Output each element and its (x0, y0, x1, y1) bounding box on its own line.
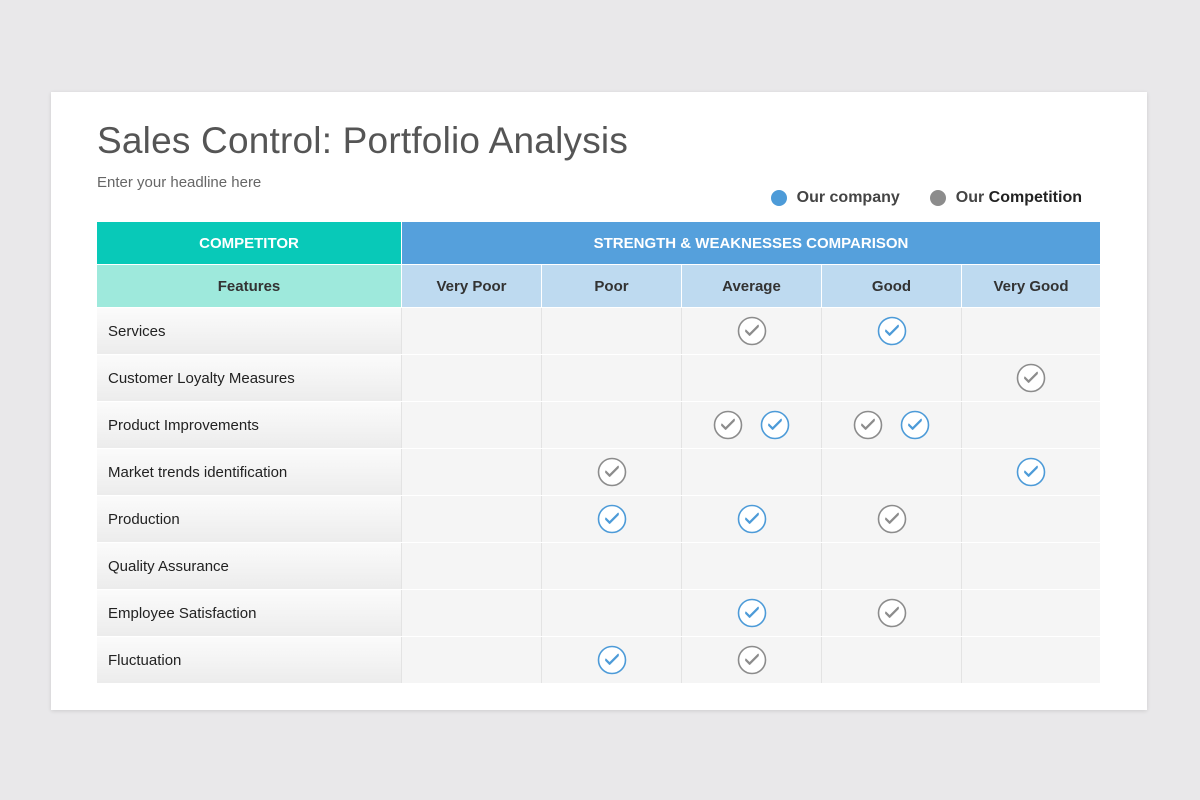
table-header-row: COMPETITOR STRENGTH & WEAKNESSES COMPARI… (97, 222, 1100, 265)
rating-cell-poor (541, 308, 681, 354)
competition-check-icon (853, 410, 883, 440)
rating-cell-very-good (961, 308, 1100, 354)
feature-name: Product Improvements (97, 402, 401, 448)
competition-check-icon (737, 316, 766, 346)
legend: Our company Our Competition (741, 189, 1082, 207)
rating-cell-poor (541, 402, 681, 448)
level-header-very-good: Very Good (961, 265, 1100, 307)
page-title: Sales Control: Portfolio Analysis (97, 120, 629, 161)
level-header-average: Average (681, 265, 821, 307)
rating-cell-good (821, 590, 961, 636)
rating-cell-average (681, 543, 821, 589)
rating-cell-very-good (961, 402, 1100, 448)
legend-label-competition-prefix: Our (955, 189, 989, 206)
legend-dot-company-icon (770, 190, 787, 206)
company-check-icon (737, 598, 766, 628)
rating-cell-good (821, 308, 961, 354)
table-row: Employee Satisfaction (97, 589, 1100, 636)
company-check-icon (597, 645, 626, 675)
table-row: Quality Assurance (97, 542, 1100, 589)
feature-name: Fluctuation (97, 637, 401, 683)
rating-cell-average (681, 449, 821, 495)
rating-cell-very-good (961, 449, 1100, 495)
company-check-icon (597, 504, 626, 534)
company-check-icon (877, 316, 906, 346)
rating-cell-poor (541, 449, 681, 495)
competition-check-icon (597, 457, 626, 487)
table-row: Production (97, 495, 1100, 542)
rating-cell-very-poor (401, 402, 541, 448)
rating-cell-poor (541, 543, 681, 589)
competition-check-icon (737, 645, 766, 675)
company-check-icon (900, 410, 930, 440)
rating-cell-poor (541, 637, 681, 683)
level-header-poor: Poor (541, 265, 681, 307)
feature-name: Production (97, 496, 401, 542)
table-row: Product Improvements (97, 401, 1100, 448)
slide: Sales Control: Portfolio Analysis Enter … (51, 92, 1147, 710)
competition-check-icon (877, 504, 906, 534)
competition-check-icon (877, 598, 906, 628)
rating-cell-very-good (961, 355, 1100, 401)
legend-label-competition-strong: Competition (988, 189, 1082, 206)
rating-cell-average (681, 637, 821, 683)
table-row: Customer Loyalty Measures (97, 354, 1100, 401)
legend-item-company: Our company (770, 189, 900, 207)
rating-cell-very-poor (401, 590, 541, 636)
legend-item-competition: Our Competition (929, 189, 1082, 207)
level-header-good: Good (821, 265, 961, 307)
rating-cell-very-good (961, 590, 1100, 636)
feature-name: Employee Satisfaction (97, 590, 401, 636)
feature-name: Customer Loyalty Measures (97, 355, 401, 401)
rating-cell-average (681, 496, 821, 542)
rating-cell-poor (541, 496, 681, 542)
rating-cell-very-poor (401, 355, 541, 401)
rating-cell-average (681, 402, 821, 448)
rating-cell-very-poor (401, 543, 541, 589)
rating-cell-good (821, 402, 961, 448)
rating-cell-very-poor (401, 449, 541, 495)
page-subtitle: Enter your headline here (97, 174, 262, 191)
rating-cell-very-poor (401, 308, 541, 354)
table-row: Services (97, 307, 1100, 354)
rating-cell-good (821, 355, 961, 401)
table-subheader-row: Features Very Poor Poor Average Good Very Go… (97, 265, 1100, 307)
rating-cell-very-poor (401, 637, 541, 683)
legend-label-company: Our company (796, 189, 900, 206)
rating-cell-very-good (961, 637, 1100, 683)
rating-cell-poor (541, 355, 681, 401)
feature-name: Services (97, 308, 401, 354)
rating-cell-poor (541, 590, 681, 636)
feature-name: Market trends identification (97, 449, 401, 495)
rating-cell-good (821, 637, 961, 683)
table-body: Services Customer Loyalty Measures Product… (97, 307, 1100, 683)
rating-cell-good (821, 449, 961, 495)
comparison-table: COMPETITOR STRENGTH & WEAKNESSES COMPARI… (97, 222, 1100, 683)
level-header-very-poor: Very Poor (401, 265, 541, 307)
rating-cell-average (681, 308, 821, 354)
features-header: Features (97, 265, 401, 307)
rating-cell-very-poor (401, 496, 541, 542)
legend-dot-competition-icon (929, 190, 946, 206)
table-row: Fluctuation (97, 636, 1100, 683)
competition-check-icon (1016, 363, 1046, 393)
competition-check-icon (713, 410, 743, 440)
company-check-icon (1016, 457, 1046, 487)
feature-name: Quality Assurance (97, 543, 401, 589)
rating-cell-good (821, 543, 961, 589)
rating-cell-good (821, 496, 961, 542)
legend-label-competition: Our Competition (956, 189, 1082, 207)
comparison-header: STRENGTH & WEAKNESSES COMPARISON (401, 222, 1100, 264)
table-row: Market trends identification (97, 448, 1100, 495)
rating-cell-very-good (961, 496, 1100, 542)
rating-cell-average (681, 590, 821, 636)
competitor-header: COMPETITOR (97, 222, 401, 264)
rating-cell-very-good (961, 543, 1100, 589)
company-check-icon (760, 410, 790, 440)
company-check-icon (737, 504, 766, 534)
rating-cell-average (681, 355, 821, 401)
